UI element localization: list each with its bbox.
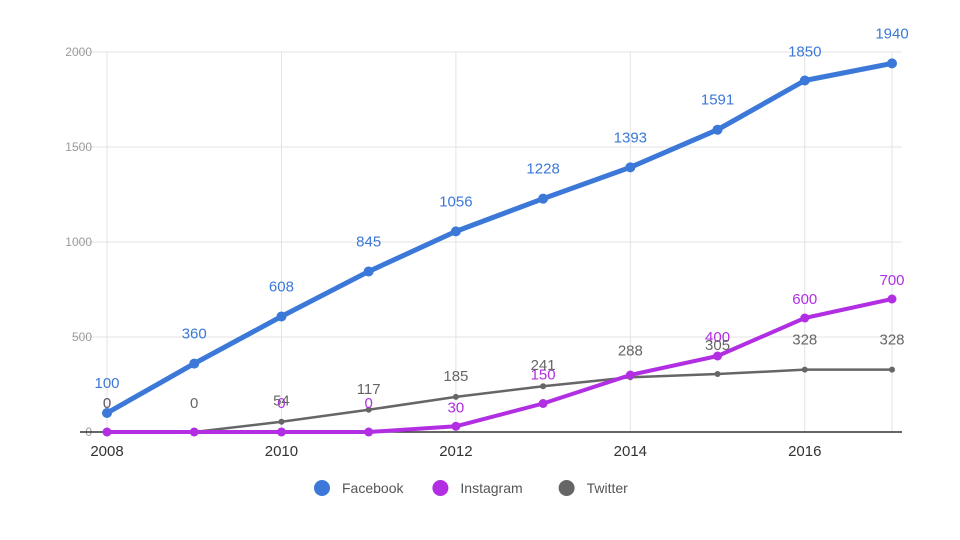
twitter-point — [365, 406, 372, 413]
instagram-data-label: 0 — [364, 395, 372, 412]
twitter-legend-label: Twitter — [587, 480, 629, 496]
facebook-point — [102, 408, 112, 418]
x-tick-label: 2012 — [439, 443, 472, 460]
instagram-point — [887, 294, 897, 304]
facebook-legend-marker — [314, 480, 330, 496]
twitter-point — [801, 366, 808, 373]
instagram-data-label: 30 — [448, 399, 465, 416]
instagram-data-label: 0 — [103, 395, 111, 412]
facebook-point — [799, 75, 810, 86]
y-tick-label: 1500 — [65, 140, 92, 154]
twitter-data-label: 185 — [443, 368, 468, 385]
instagram-point — [364, 427, 374, 437]
twitter-data-label: 305 — [705, 337, 730, 354]
facebook-point — [276, 311, 287, 322]
twitter-data-label: 0 — [103, 395, 111, 412]
x-tick-label: 2016 — [788, 443, 821, 460]
twitter-data-label: 0 — [190, 395, 198, 412]
instagram-point — [276, 427, 286, 437]
series-lines — [102, 58, 897, 437]
facebook-data-label: 1850 — [788, 44, 821, 61]
twitter-data-label: 288 — [618, 342, 643, 359]
twitter-data-label: 54 — [273, 393, 290, 410]
instagram-point — [713, 351, 723, 361]
facebook-point — [887, 58, 897, 69]
facebook-data-label: 1056 — [439, 193, 472, 210]
facebook-data-label: 608 — [269, 278, 294, 295]
facebook-data-label: 1393 — [614, 129, 647, 146]
instagram-point — [451, 421, 461, 431]
instagram-data-label: 700 — [879, 272, 904, 289]
x-tick-label: 2014 — [614, 443, 647, 460]
twitter-legend-marker — [558, 480, 575, 496]
facebook-data-label: 1591 — [701, 92, 734, 109]
facebook-point — [538, 193, 549, 204]
instagram-point — [800, 313, 810, 323]
instagram-point — [102, 427, 112, 437]
x-tick-label: 2008 — [90, 443, 123, 460]
twitter-point — [889, 366, 895, 373]
facebook-data-label: 360 — [182, 326, 207, 343]
instagram-legend-marker — [432, 480, 449, 496]
facebook-data-label: 1940 — [875, 25, 908, 42]
instagram-line — [105, 297, 894, 434]
facebook-point — [450, 226, 461, 237]
twitter-data-label: 328 — [879, 332, 904, 349]
instagram-point — [189, 427, 199, 437]
x-tick-label: 2010 — [265, 443, 298, 460]
twitter-data-label: 241 — [531, 357, 556, 374]
instagram-legend-label: Instagram — [460, 480, 522, 496]
instagram-data-label: 600 — [792, 291, 817, 308]
instagram-point — [538, 399, 548, 408]
instagram-data-label: 150 — [531, 367, 556, 384]
gridlines — [72, 51, 902, 432]
twitter-line — [105, 368, 894, 434]
twitter-data-label: 117 — [357, 381, 381, 398]
facebook-point — [363, 266, 374, 277]
y-tick-label: 2000 — [65, 45, 92, 59]
instagram-data-label: 0 — [277, 395, 285, 412]
twitter-point — [452, 393, 459, 400]
x-axis-ticks: 2008 2010 2012 2014 2016 — [90, 443, 821, 460]
twitter-data-label: 328 — [792, 332, 817, 349]
facebook-line — [104, 60, 895, 416]
y-tick-label: 500 — [72, 330, 92, 344]
facebook-point — [712, 124, 723, 135]
twitter-point — [540, 383, 547, 390]
facebook-data-label: 845 — [356, 233, 381, 250]
facebook-point — [189, 358, 200, 369]
facebook-legend-label: Facebook — [342, 480, 404, 496]
facebook-data-label: 100 — [94, 375, 119, 392]
facebook-point — [625, 162, 636, 173]
instagram-data-label: 400 — [705, 329, 730, 346]
instagram-point — [625, 370, 635, 380]
y-tick-label: 1000 — [65, 235, 92, 249]
twitter-point — [278, 418, 285, 425]
facebook-data-label: 1228 — [526, 161, 559, 178]
twitter-point — [714, 371, 721, 378]
legend: Facebook Instagram Twitter — [314, 480, 628, 496]
